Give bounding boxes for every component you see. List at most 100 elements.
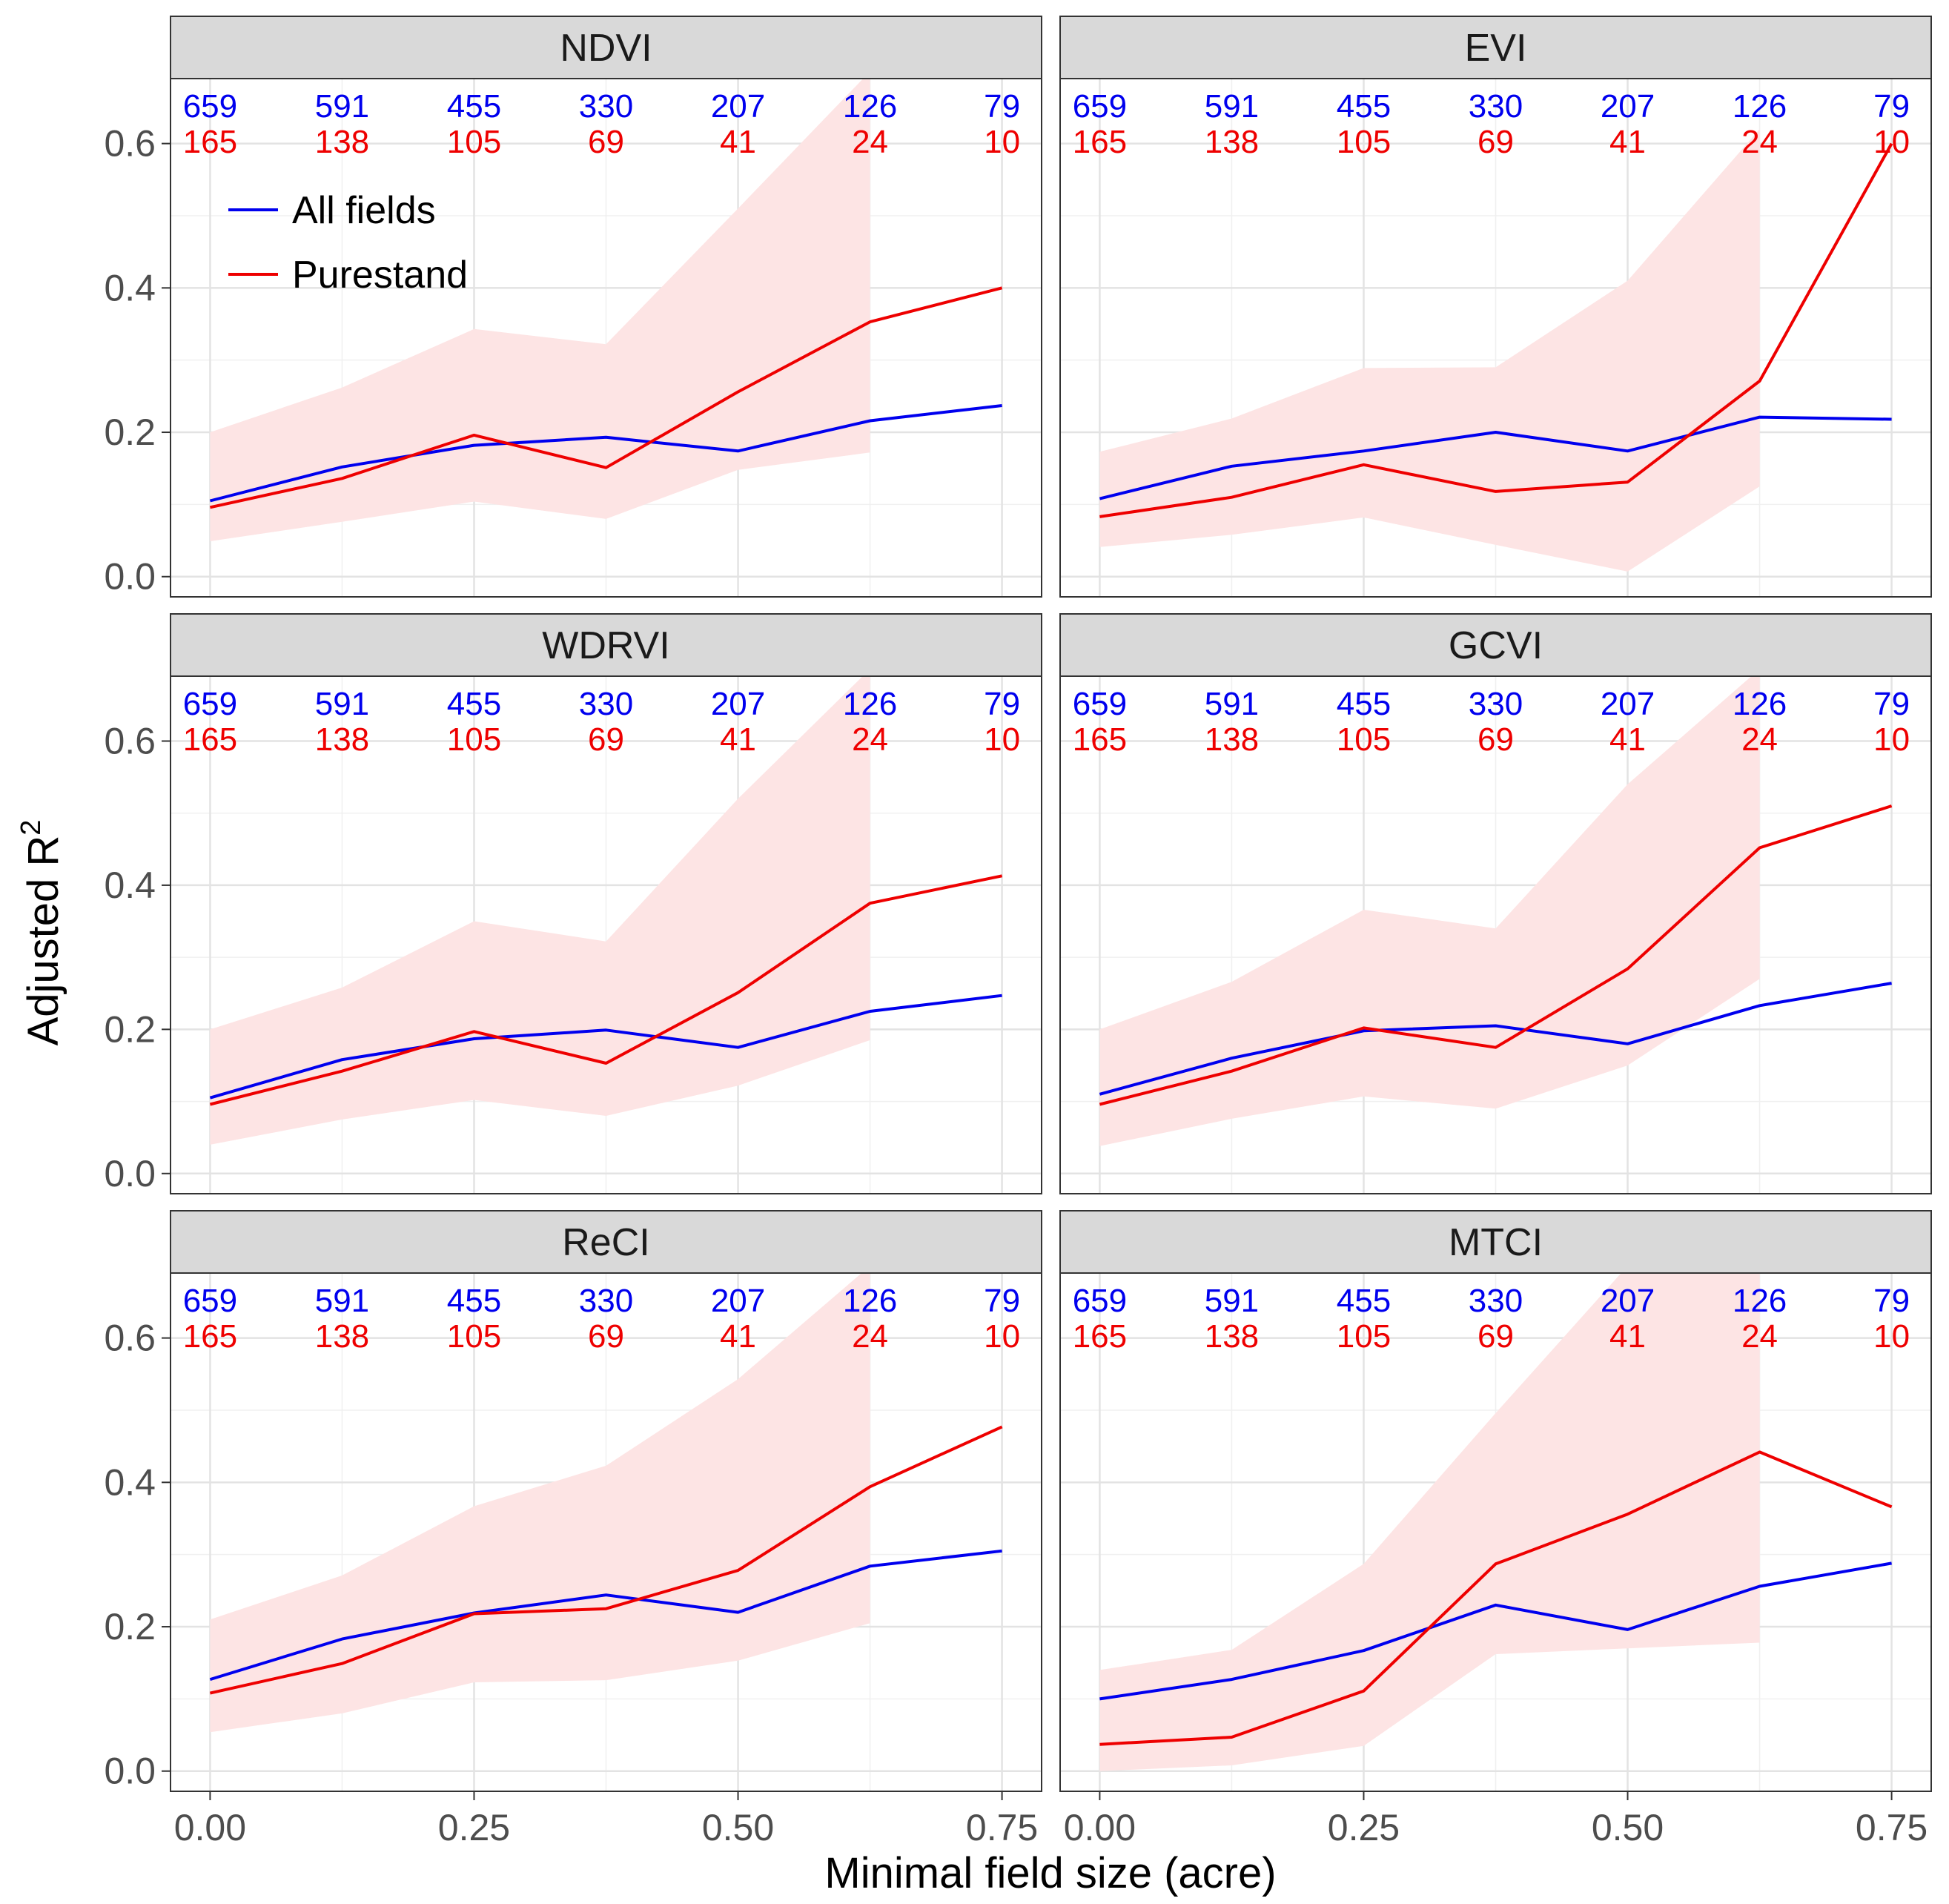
count-label-all-fields: 330	[1469, 88, 1523, 125]
count-label-purestand: 24	[1741, 1318, 1778, 1355]
count-label-all-fields: 455	[447, 686, 501, 722]
count-label-all-fields: 659	[183, 88, 237, 125]
purestand-ribbon	[1099, 1273, 1760, 1771]
x-tick-label: 0.50	[1592, 1807, 1664, 1848]
purestand-ribbon	[210, 79, 870, 541]
strip-mtci	[1059, 1210, 1932, 1274]
count-label-purestand: 24	[852, 1318, 888, 1355]
count-label-all-fields: 591	[1205, 686, 1259, 722]
count-label-purestand: 10	[1873, 721, 1910, 758]
count-label-purestand: 69	[588, 1318, 624, 1355]
panel-border	[170, 675, 1042, 1194]
strip-title-wdrvi: WDRVI	[542, 624, 669, 667]
series-line-purestand	[209, 874, 1003, 1106]
strip-title-gcvi: GCVI	[1449, 624, 1543, 667]
series-line-purestand	[1099, 142, 1893, 518]
series-line-purestand	[1099, 804, 1893, 1106]
y-tick-label: 0.0	[104, 1153, 156, 1194]
y-axis-title-main: Adjusted R	[19, 836, 67, 1046]
count-label-purestand: 105	[447, 1318, 501, 1355]
strip-reci	[170, 1210, 1042, 1274]
count-label-purestand: 69	[588, 124, 624, 160]
count-label-all-fields: 207	[1601, 686, 1655, 722]
series-line-all-fields	[1099, 415, 1892, 500]
count-label-purestand: 105	[447, 124, 501, 160]
panel-border	[1059, 1272, 1932, 1792]
count-label-all-fields: 591	[315, 88, 369, 125]
strip-title-evi: EVI	[1465, 27, 1527, 70]
legend-label-all-fields: All fields	[292, 189, 436, 232]
count-label-purestand: 10	[984, 124, 1020, 160]
series-line-all-fields	[209, 404, 1002, 503]
strip-evi	[1059, 16, 1932, 79]
count-label-all-fields: 455	[1337, 686, 1391, 722]
count-label-all-fields: 591	[1205, 1283, 1259, 1319]
count-label-all-fields: 207	[711, 88, 765, 125]
count-label-all-fields: 207	[1601, 88, 1655, 125]
count-label-all-fields: 79	[1873, 686, 1910, 722]
count-label-purestand: 41	[720, 721, 756, 758]
series-line-purestand	[209, 286, 1003, 509]
count-label-purestand: 165	[1073, 1318, 1127, 1355]
count-label-purestand: 138	[1205, 721, 1259, 758]
purestand-ribbon	[1099, 676, 1760, 1146]
count-label-purestand: 69	[588, 721, 624, 758]
count-label-purestand: 165	[1073, 721, 1127, 758]
panel-border	[170, 78, 1042, 598]
facet-panels: NDVI659165591138455105330692074112624791…	[104, 16, 1932, 1848]
x-tick-label: 0.50	[702, 1807, 774, 1848]
count-label-all-fields: 126	[843, 686, 897, 722]
count-label-all-fields: 330	[579, 686, 633, 722]
x-axis-title: Minimal field size (acre)	[824, 1849, 1276, 1897]
count-label-purestand: 41	[720, 1318, 756, 1355]
legend-label-purestand: Purestand	[292, 254, 468, 297]
x-tick-label: 0.25	[1328, 1807, 1400, 1848]
purestand-ribbon	[210, 676, 870, 1145]
count-label-all-fields: 659	[1073, 88, 1127, 125]
count-label-all-fields: 659	[1073, 1283, 1127, 1319]
count-label-all-fields: 455	[447, 1283, 501, 1319]
count-label-all-fields: 330	[579, 1283, 633, 1319]
y-tick-label: 0.2	[104, 411, 156, 453]
count-label-purestand: 41	[1609, 1318, 1646, 1355]
count-label-all-fields: 126	[1733, 686, 1787, 722]
strip-gcvi	[1059, 613, 1932, 677]
count-label-all-fields: 79	[984, 1283, 1020, 1319]
count-label-purestand: 10	[984, 1318, 1020, 1355]
count-label-purestand: 105	[447, 721, 501, 758]
strip-title-mtci: MTCI	[1449, 1221, 1543, 1264]
count-label-purestand: 138	[315, 721, 369, 758]
y-tick-label: 0.6	[104, 123, 156, 165]
count-label-all-fields: 126	[1733, 1283, 1787, 1319]
count-label-purestand: 105	[1337, 124, 1391, 160]
series-line-all-fields	[1099, 982, 1892, 1096]
data-layer	[209, 79, 1003, 541]
count-label-all-fields: 455	[447, 88, 501, 125]
count-label-all-fields: 126	[843, 88, 897, 125]
count-label-purestand: 165	[183, 124, 237, 160]
count-label-purestand: 105	[1337, 721, 1391, 758]
count-label-purestand: 24	[1741, 124, 1778, 160]
count-label-all-fields: 659	[183, 686, 237, 722]
strip-title-ndvi: NDVI	[560, 27, 652, 70]
count-label-all-fields: 207	[711, 686, 765, 722]
count-label-purestand: 165	[1073, 124, 1127, 160]
x-tick-label: 0.75	[1856, 1807, 1928, 1848]
count-label-purestand: 10	[1873, 124, 1910, 160]
y-tick-label: 0.0	[104, 1751, 156, 1792]
count-label-all-fields: 659	[1073, 686, 1127, 722]
count-label-purestand: 165	[183, 721, 237, 758]
count-label-purestand: 24	[1741, 721, 1778, 758]
count-label-all-fields: 591	[1205, 88, 1259, 125]
series-line-purestand	[1099, 1450, 1893, 1746]
count-label-purestand: 69	[1478, 124, 1514, 160]
y-tick-label: 0.4	[104, 865, 156, 906]
count-label-all-fields: 126	[843, 1283, 897, 1319]
count-label-purestand: 138	[315, 124, 369, 160]
count-label-all-fields: 591	[315, 686, 369, 722]
series-line-all-fields	[209, 1549, 1002, 1682]
